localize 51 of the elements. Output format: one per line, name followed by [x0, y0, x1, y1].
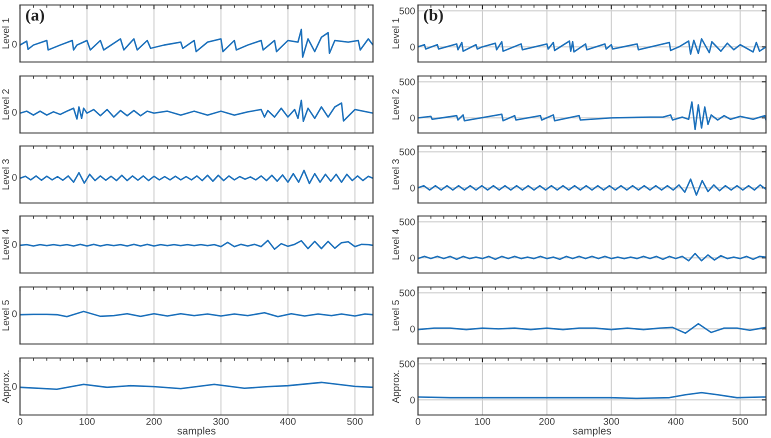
- y-tick-label: 500: [399, 78, 415, 86]
- y-tick-label: 0: [410, 326, 415, 332]
- x-tick-label: 100: [80, 418, 95, 425]
- x-tick-label: 500: [732, 418, 748, 425]
- y-axis-title: Level 5: [392, 300, 400, 330]
- text: 0: [12, 241, 17, 248]
- y-tick-label: 500: [399, 218, 415, 226]
- x-tick-label: 400: [280, 418, 296, 425]
- y-tick-label: 500: [399, 360, 415, 368]
- line-series: [418, 252, 766, 262]
- x-tick-label: 0: [18, 418, 22, 425]
- y-axis-title: Level 4: [2, 229, 10, 260]
- y-axis-title: Level 1: [2, 18, 10, 48]
- y-axis-title: Level 2: [392, 89, 400, 120]
- y-axis-title: Level 3: [392, 159, 400, 190]
- x-tick-label: 200: [146, 418, 162, 425]
- y-tick-label: 0: [410, 396, 415, 404]
- text: 0: [12, 108, 17, 116]
- y-axis-title: Level 3: [2, 159, 10, 190]
- y-axis-title: Approx.: [2, 370, 11, 404]
- x-tick-label: 0: [416, 418, 420, 425]
- x-tick-label: 100: [475, 418, 490, 425]
- annotation: (b): [424, 8, 443, 24]
- y-tick-label: 500: [399, 148, 415, 156]
- y-tick-label: 0: [410, 184, 415, 192]
- x-tick-label: 200: [539, 418, 555, 425]
- y-tick-label: 0: [410, 44, 415, 50]
- text: (a): [26, 8, 44, 24]
- y-tick-label: 500: [399, 290, 415, 296]
- y-axis-title: Approx.: [392, 370, 401, 404]
- text: 0: [12, 174, 17, 181]
- line-series: [418, 38, 766, 55]
- text: 0: [12, 40, 17, 48]
- text: 0: [12, 310, 17, 318]
- line-series: [418, 323, 766, 334]
- y-axis-title: Level 2: [2, 89, 10, 120]
- y-tick-label: 500: [399, 8, 415, 14]
- line-series: [418, 101, 766, 130]
- x-tick-label: 300: [213, 418, 229, 425]
- text: 0: [12, 383, 17, 390]
- x-axis-title: samples: [177, 426, 216, 437]
- line-series: [418, 178, 766, 196]
- y-tick-label: 0: [410, 114, 415, 122]
- x-axis-title: samples: [572, 426, 612, 437]
- y-axis-title: Level 4: [392, 229, 400, 260]
- x-tick-label: 400: [668, 418, 684, 425]
- x-tick-label: 500: [347, 418, 363, 425]
- y-tick-label: 0: [410, 254, 415, 262]
- y-axis-title: Level 1: [392, 18, 400, 48]
- x-tick-label: 300: [604, 418, 620, 425]
- y-axis-title: Level 5: [2, 300, 10, 330]
